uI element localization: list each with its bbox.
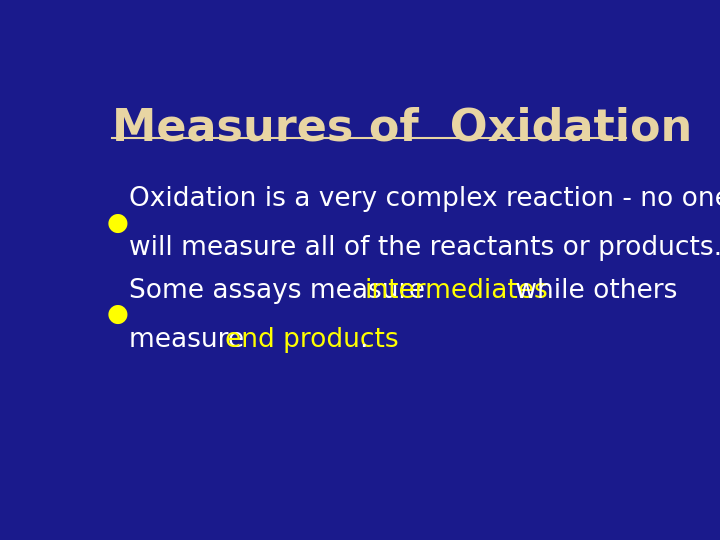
Text: .: . [359, 327, 368, 353]
Text: end products: end products [225, 327, 398, 353]
Text: ●: ● [107, 302, 129, 326]
Text: Some assays measure: Some assays measure [129, 278, 433, 304]
Text: Oxidation is a very complex reaction - no one test: Oxidation is a very complex reaction - n… [129, 186, 720, 212]
Text: while others: while others [508, 278, 678, 304]
Text: measure: measure [129, 327, 253, 353]
Text: ●: ● [107, 211, 129, 235]
Text: intermediates: intermediates [365, 278, 549, 304]
Text: will measure all of the reactants or products.: will measure all of the reactants or pro… [129, 235, 720, 261]
Text: Measures of  Oxidation: Measures of Oxidation [112, 106, 693, 150]
